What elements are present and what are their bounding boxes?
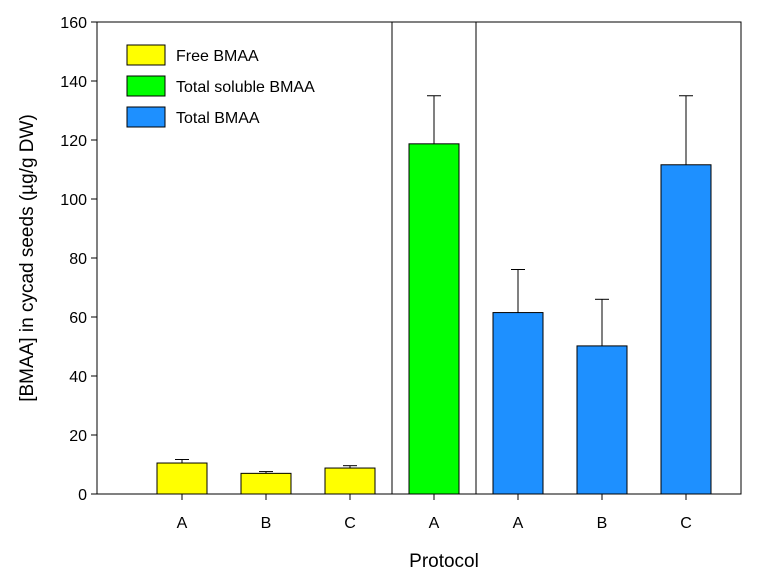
bar-total-soluble-bmaa-a <box>408 143 460 495</box>
x-tick-label: C <box>344 515 356 532</box>
y-tick-label: 20 <box>69 428 87 445</box>
legend-swatch <box>126 75 166 97</box>
error-bar-total-bmaa-b <box>595 298 609 346</box>
legend-item: Total soluble BMAA <box>126 75 315 97</box>
bar-free-bmaa-b <box>240 472 292 495</box>
legend-label: Total soluble BMAA <box>176 79 315 96</box>
error-bar-free-bmaa-a <box>175 458 189 464</box>
group-dividers <box>391 22 477 494</box>
error-bar-free-bmaa-b <box>259 471 273 474</box>
x-tick-label: C <box>680 515 692 532</box>
y-axis: 0 20 40 60 80 100 120 140 160 <box>60 15 97 504</box>
y-tick-label: 80 <box>69 251 87 268</box>
x-tick-label: B <box>261 515 272 532</box>
y-tick-label: 120 <box>60 133 87 150</box>
x-tick-label: B <box>597 515 608 532</box>
legend-item: Total BMAA <box>126 106 260 128</box>
error-bars <box>175 95 693 474</box>
y-tick-label: 160 <box>60 15 87 32</box>
y-tick-label: 40 <box>69 369 87 386</box>
legend-item: Free BMAA <box>126 44 259 66</box>
y-tick-label: 60 <box>69 310 87 327</box>
error-bar-total-soluble-bmaa-a <box>427 95 441 144</box>
error-bar-free-bmaa-c <box>343 465 357 469</box>
y-tick-label: 140 <box>60 74 87 91</box>
y-tick-label: 0 <box>78 487 87 504</box>
x-tick-label: A <box>513 515 524 532</box>
bar-free-bmaa-c <box>324 467 376 495</box>
legend-swatch <box>126 44 166 66</box>
bars <box>156 143 712 495</box>
error-bar-total-bmaa-c <box>679 95 693 165</box>
legend: Free BMAA Total soluble BMAA Total BMAA <box>126 44 315 128</box>
error-bar-total-bmaa-a <box>511 269 525 313</box>
legend-label: Total BMAA <box>176 110 260 127</box>
x-tick-label: A <box>429 515 440 532</box>
bar-total-bmaa-c <box>660 164 712 495</box>
x-tick-label: A <box>177 515 188 532</box>
x-axis-title: Protocol <box>409 551 479 572</box>
bar-free-bmaa-a <box>156 462 208 495</box>
legend-swatch <box>126 106 166 128</box>
y-tick-label: 100 <box>60 192 87 209</box>
legend-label: Free BMAA <box>176 48 259 65</box>
bar-total-bmaa-a <box>492 312 544 495</box>
bar-total-bmaa-b <box>576 345 628 495</box>
y-axis-title: [BMAA] in cycad seeds (µg/g DW) <box>17 114 38 402</box>
